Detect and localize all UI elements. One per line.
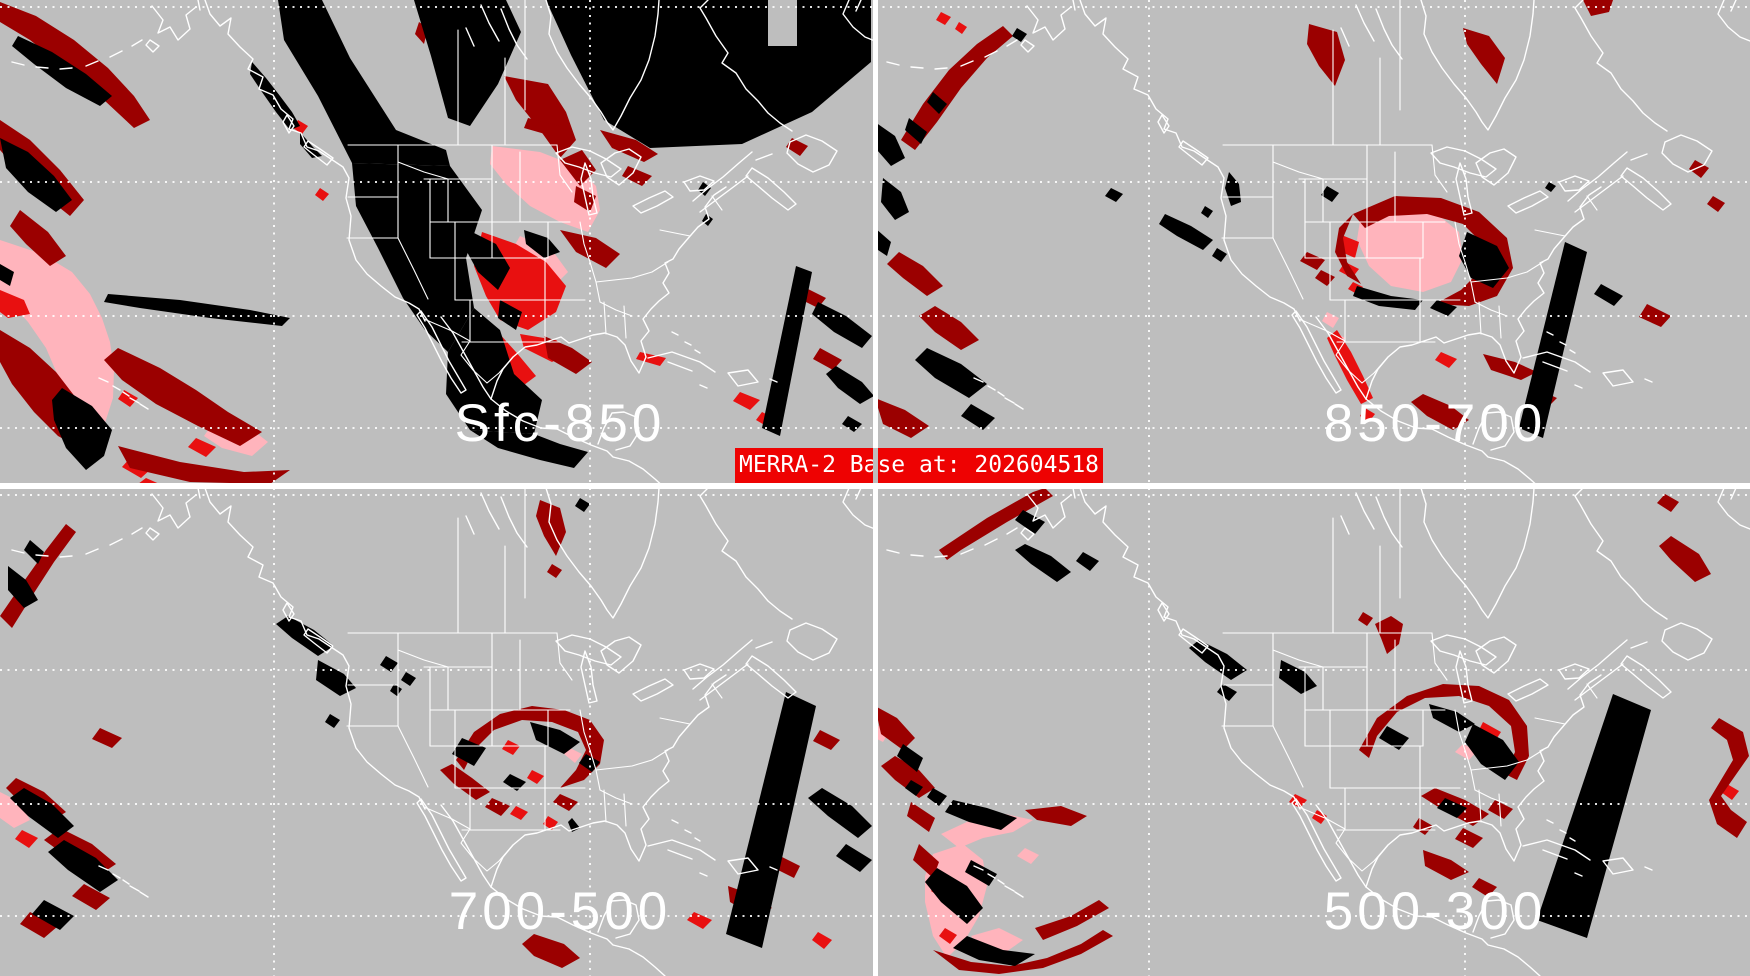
data-layer-black (0, 0, 874, 470)
map-panel-700-500: 700-500 (0, 488, 875, 976)
panel-label-850-700: 850-700 (1323, 394, 1547, 453)
map-sfc-850 (0, 0, 875, 488)
panel-label-sfc-850: Sfc-850 (454, 394, 666, 453)
gray-notch (768, 0, 797, 46)
panel-divider-vertical (873, 0, 878, 976)
data-layer-black (8, 498, 872, 948)
data-layer-dark-red (875, 0, 1725, 438)
data-layer-black (875, 28, 1623, 438)
map-panel-850-700: 850-700 (875, 0, 1750, 488)
map-panel-sfc-850: Sfc-850 (0, 0, 875, 488)
timestamp-banner: MERRA-2 Base at: 202604518 (735, 448, 1103, 483)
panel-label-700-500: 700-500 (448, 882, 672, 941)
map-panel-500-300: 500-300 (875, 488, 1750, 976)
map-500-300 (875, 488, 1750, 976)
data-layer-pink (0, 732, 858, 828)
map-700-500 (0, 488, 875, 976)
data-layer-red (15, 740, 832, 949)
data-layer-black (897, 510, 1651, 966)
panel-label-500-300: 500-300 (1323, 882, 1547, 941)
divider-gap-icon (873, 448, 878, 483)
map-850-700 (875, 0, 1750, 488)
